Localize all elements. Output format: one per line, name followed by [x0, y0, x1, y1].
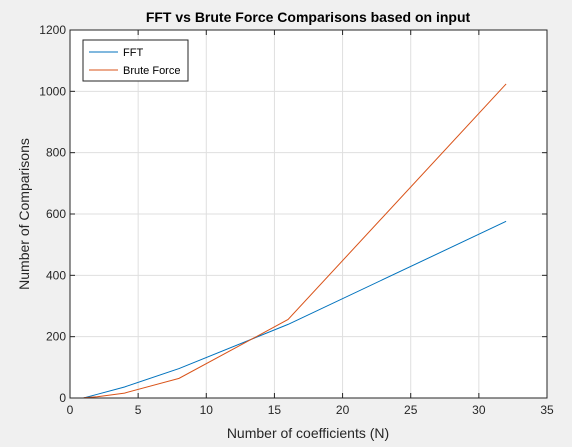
series-lines: [83, 83, 507, 399]
chart-title: FFT vs Brute Force Comparisons based on …: [146, 9, 471, 25]
legend-box: [82, 39, 189, 82]
x-tick-label: 5: [135, 403, 142, 417]
y-tick-label: 1200: [39, 23, 66, 37]
legend: FFT Brute Force: [82, 39, 189, 82]
legend-label-fft: FFT: [123, 47, 143, 59]
y-axis-label: Number of Comparisons: [16, 138, 32, 290]
x-tick-label: 30: [472, 403, 486, 417]
series-line-brute-force: [83, 83, 507, 399]
tick-labels: 0 5 10 15 20 25 30 35 0 200 400 600 800 1000 1200: [39, 23, 554, 417]
y-tick-label: 200: [46, 330, 66, 344]
x-tick-label: 35: [540, 403, 554, 417]
tick-marks: [69, 29, 548, 399]
x-tick-label: 25: [404, 403, 418, 417]
series-line-fft: [83, 220, 507, 399]
y-tick-label: 600: [46, 207, 66, 221]
y-tick-label: 800: [46, 146, 66, 160]
y-tick-label: 1000: [39, 84, 66, 98]
y-tick-label: 400: [46, 268, 66, 282]
x-tick-label: 15: [268, 403, 282, 417]
x-tick-label: 0: [67, 403, 74, 417]
x-tick-label: 20: [336, 403, 350, 417]
x-axis-label: Number of coefficients (N): [227, 425, 389, 441]
grid-lines: [70, 30, 547, 398]
y-tick-label: 0: [59, 391, 66, 405]
x-tick-label: 10: [200, 403, 214, 417]
legend-label-brute-force: Brute Force: [123, 65, 180, 77]
